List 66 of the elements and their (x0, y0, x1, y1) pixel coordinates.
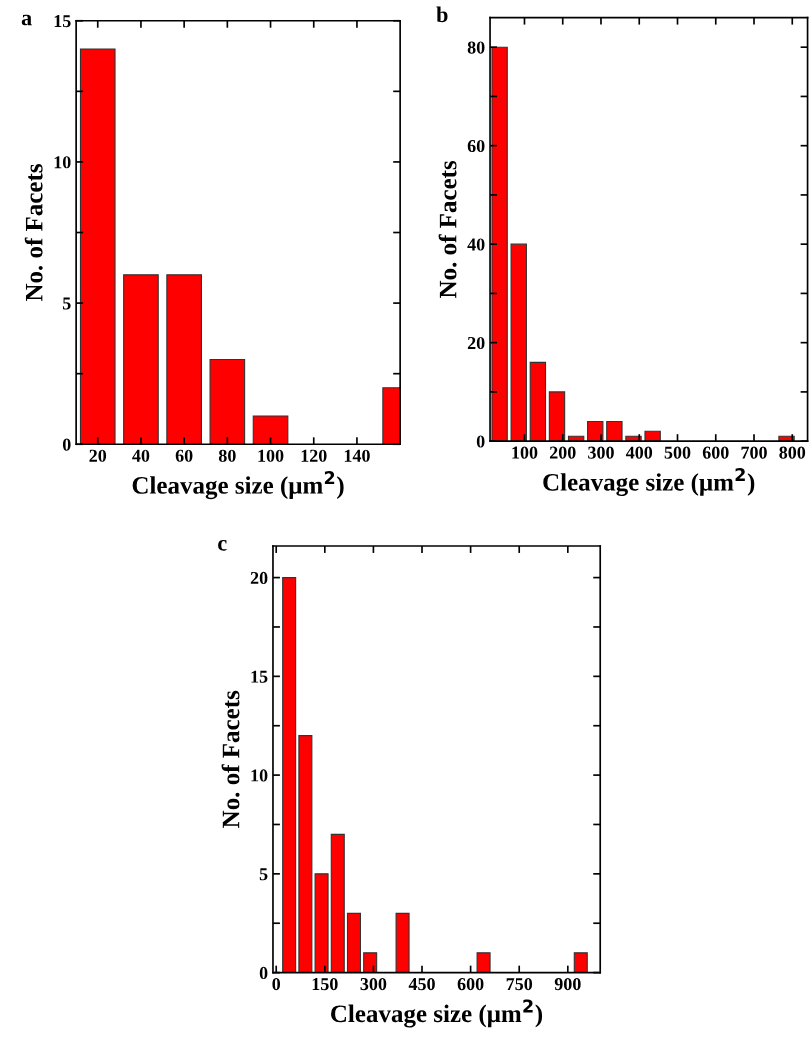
x-tick-label: 800 (779, 446, 806, 459)
bar (587, 420, 604, 442)
x-tick-label: 100 (258, 449, 284, 462)
y-tick-label: 40 (467, 238, 485, 251)
x-axis-title: Cleavage size (μm$^{2}$) (132, 471, 344, 500)
chart-title: a (21, 14, 32, 26)
y-tick-label: 15 (54, 15, 71, 28)
bar (298, 735, 313, 973)
x-tick-label: 400 (625, 446, 653, 459)
bar (330, 833, 345, 973)
y-tick-label: 15 (251, 670, 268, 683)
x-axis-title: Cleavage size (μm$^{2}$) (543, 467, 755, 497)
chart-title: c (218, 539, 227, 551)
bar (573, 952, 588, 973)
y-axis-title: No. of Facets (24, 164, 43, 302)
x-tick-label: 60 (175, 449, 193, 462)
x-tick-label: 450 (408, 977, 435, 991)
x-tick-label: 600 (702, 446, 729, 459)
x-tick-label: 500 (664, 446, 691, 459)
x-tick-label: 750 (506, 977, 533, 991)
y-axis-title: No. of Facets (221, 690, 240, 828)
bar (606, 420, 623, 442)
bar (314, 873, 329, 973)
x-tick-label: 120 (301, 449, 327, 462)
x-tick-label: 140 (344, 449, 370, 462)
chart-title: b (436, 6, 448, 23)
x-tick-label: 900 (554, 977, 581, 991)
y-tick-label: 5 (62, 297, 71, 310)
y-tick-label: 5 (259, 868, 268, 881)
bar (476, 952, 491, 973)
y-tick-label: 0 (476, 435, 485, 448)
x-axis-title: Cleavage size (μm$^{2}$) (331, 999, 543, 1028)
x-tick-label: 150 (312, 977, 338, 991)
y-tick-label: 10 (251, 769, 268, 782)
bar (510, 243, 527, 442)
x-tick-label: 20 (89, 449, 107, 462)
y-tick-label: 0 (62, 438, 71, 451)
y-tick-label: 20 (250, 571, 268, 585)
x-tick-label: 300 (360, 977, 387, 991)
bar (644, 430, 661, 442)
x-tick-label: 300 (588, 446, 614, 459)
bar (363, 952, 378, 973)
y-tick-label: 20 (467, 336, 485, 350)
bar (166, 274, 202, 445)
x-tick-label: 600 (457, 977, 484, 991)
bar (209, 359, 246, 445)
bar (529, 361, 547, 442)
bar (79, 48, 116, 445)
x-tick-label: 100 (512, 446, 538, 459)
y-tick-label: 60 (467, 139, 485, 153)
bar (491, 46, 508, 442)
y-tick-label: 10 (54, 156, 71, 169)
bar (548, 391, 566, 442)
y-tick-label: 80 (467, 41, 485, 54)
x-tick-label: 200 (549, 446, 576, 459)
bar (123, 274, 159, 445)
bar (395, 912, 410, 973)
bar (346, 912, 362, 973)
x-tick-label: 40 (132, 449, 150, 462)
bar (252, 415, 289, 445)
x-tick-label: 80 (218, 449, 236, 462)
y-tick-label: 0 (259, 966, 268, 980)
bar (282, 577, 297, 973)
y-axis-title: No. of Facets (438, 160, 457, 298)
x-tick-label: 0 (272, 977, 281, 991)
x-tick-label: 700 (741, 446, 767, 459)
